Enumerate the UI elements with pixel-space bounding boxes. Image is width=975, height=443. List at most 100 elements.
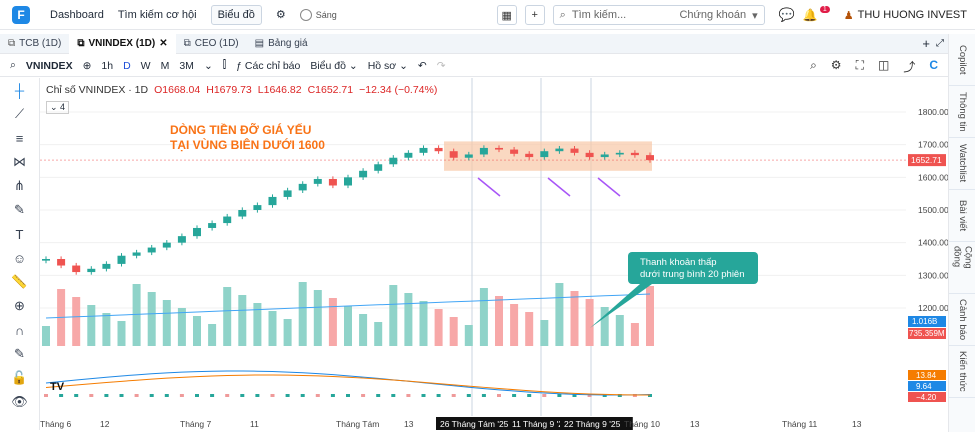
sidebar-tab-5[interactable]: Cảnh báo xyxy=(949,294,975,346)
text-icon[interactable]: T xyxy=(15,226,24,242)
tab-ceo[interactable]: ⧉ CEO (1D) xyxy=(176,34,247,54)
macd-tag-label: 13.84 xyxy=(916,371,937,380)
interval-d[interactable]: D xyxy=(123,59,131,72)
interval-3m[interactable]: 3M xyxy=(179,59,194,72)
theme-toggle[interactable]: Sáng xyxy=(299,8,337,21)
pattern-icon[interactable]: ⋈ xyxy=(13,154,26,169)
right-sidebar: Copilot Thông tin Watchlist Bài viết Cộng đồ… xyxy=(948,34,975,432)
indicator-count[interactable]: ⌄ 4 xyxy=(46,101,70,114)
settings-gear-icon[interactable]: ⚙ xyxy=(275,9,286,21)
nav-dashboard[interactable]: Dashboard xyxy=(50,8,104,21)
notification-bell-icon[interactable]: 🔔 xyxy=(802,8,818,22)
emoji-icon[interactable]: ☺ xyxy=(12,250,27,266)
eye-icon[interactable]: 👁 xyxy=(11,394,28,409)
close-icon[interactable]: ✕ xyxy=(159,38,168,49)
horizontal-lines-icon[interactable]: ≡ xyxy=(15,130,24,146)
symbol-selector[interactable]: VNINDEX xyxy=(25,59,73,72)
chart-type-button[interactable]: Biểu đồ ⌄ xyxy=(310,59,358,72)
sidebar-tab-6[interactable]: Kiến thức xyxy=(949,346,975,398)
macd-hist-bar xyxy=(391,394,396,397)
magnet-icon[interactable]: ∩ xyxy=(14,322,25,338)
volume-bar xyxy=(630,323,639,346)
chart-icon: ⧉ xyxy=(183,38,191,49)
sidebar-tab-1[interactable]: Thông tin xyxy=(949,86,975,138)
undo-icon[interactable]: ↶ xyxy=(417,59,427,72)
chart-icon: ⧉ xyxy=(77,38,85,49)
nav-opportunity-search[interactable]: Tìm kiếm cơ hội xyxy=(117,8,197,21)
search-input[interactable]: ⌕ Tìm kiếm... Chứng khoán ▾ xyxy=(552,5,765,25)
candle-body xyxy=(283,190,292,197)
candle-body xyxy=(570,148,579,153)
sidebar-tab-4[interactable]: Cộng đồng xyxy=(949,242,975,294)
add-compare-icon[interactable]: ⊕ xyxy=(82,59,92,72)
redo-icon[interactable]: ↷ xyxy=(436,59,446,72)
grid-layout-icon[interactable]: ▦ xyxy=(496,5,517,25)
price-axis-label: 1500.00 xyxy=(918,205,948,215)
ruler-icon[interactable]: 📏 xyxy=(11,274,28,289)
macd-hist-bar xyxy=(315,394,320,397)
tab-tcb[interactable]: ⧉ TCB (1D) xyxy=(0,34,69,54)
profile-label: Hồ sơ xyxy=(367,59,397,72)
volume-bar xyxy=(510,304,519,346)
app-logo[interactable]: F xyxy=(12,5,30,24)
volume-bar xyxy=(283,319,292,346)
price-axis-label: 1400.00 xyxy=(918,238,948,248)
interval-m[interactable]: M xyxy=(160,59,170,72)
sidebar-tab-2[interactable]: Watchlist xyxy=(949,138,975,190)
volume-ma-line xyxy=(45,293,651,319)
expand-icon[interactable]: ⤢ xyxy=(936,38,944,49)
x-axis-label: Tháng 10 xyxy=(624,419,660,429)
sidebar-tab-0[interactable]: Copilot xyxy=(949,34,975,86)
tab-vnindex[interactable]: ⧉ VNINDEX (1D) ✕ xyxy=(69,33,176,54)
interval-w[interactable]: W xyxy=(140,59,151,72)
lock-drawing-icon[interactable]: ✎ xyxy=(14,346,25,361)
brush-icon[interactable]: ✎ xyxy=(14,202,25,217)
search-category-select[interactable]: Chứng khoán xyxy=(679,9,747,21)
indicators-button[interactable]: ƒ Các chỉ báo xyxy=(236,60,300,72)
chart-area[interactable]: 1800.00 1700.00 1600.00 1500.00 1400.00 1300.… xyxy=(40,78,949,430)
candle-body xyxy=(404,152,413,158)
chevron-down-icon[interactable]: ⌄ xyxy=(203,59,213,72)
add-tab-icon[interactable]: + xyxy=(922,36,930,51)
zoom-search-icon[interactable]: ⌕ xyxy=(810,58,817,72)
crosshair-icon[interactable]: ┼ xyxy=(14,82,25,98)
add-icon[interactable]: + xyxy=(524,5,545,25)
chart-tab-bar: ⧉ TCB (1D) ⧉ VNINDEX (1D) ✕ ⧉ CEO (1D) ▤ Bảng… xyxy=(0,33,948,54)
volume-bar xyxy=(464,325,473,346)
brand-c-icon[interactable]: C xyxy=(929,58,938,72)
callout-text-2: dưới trung bình 20 phiên xyxy=(640,269,745,280)
interval-1h[interactable]: 1h xyxy=(101,59,114,72)
macd-hist-bar xyxy=(361,394,366,397)
notification-badge: 1 xyxy=(819,5,830,13)
nav-chart[interactable]: Biểu đồ xyxy=(210,4,262,25)
user-menu[interactable]: ♟ THU HUONG INVEST xyxy=(844,9,967,22)
candle-body xyxy=(147,247,156,253)
volume-bar xyxy=(102,313,111,346)
tab-label: VNINDEX (1D) xyxy=(88,38,156,49)
search-icon[interactable]: ⌕ xyxy=(10,59,16,71)
sidebar-tab-3[interactable]: Bài viết xyxy=(949,190,975,242)
profile-button[interactable]: Hồ sơ ⌄ xyxy=(367,59,408,72)
tab-price-board[interactable]: ▤ Bảng giá xyxy=(247,34,316,54)
candle-body xyxy=(328,178,337,186)
fib-icon[interactable]: ⋔ xyxy=(14,178,25,193)
trendline-icon[interactable]: ⟋ xyxy=(14,106,25,121)
candle-body xyxy=(208,223,217,228)
camera-icon[interactable]: ◫ xyxy=(877,58,890,72)
volume-bar xyxy=(449,317,458,346)
volume-bar xyxy=(147,292,156,346)
share-icon[interactable]: ⤴ xyxy=(903,60,916,74)
volume-bar xyxy=(404,293,413,346)
tab-label: TCB (1D) xyxy=(19,38,62,49)
settings-icon[interactable]: ⚙ xyxy=(830,58,842,72)
volume-bar xyxy=(177,308,186,346)
candle-body xyxy=(600,154,609,158)
candle-type-icon[interactable]: ⫿ xyxy=(222,59,227,71)
lock-icon[interactable]: 🔓 xyxy=(11,370,28,385)
candle-body xyxy=(540,151,549,158)
zoom-in-icon[interactable]: ⊕ xyxy=(14,298,25,313)
candle-body xyxy=(585,152,594,158)
fullscreen-icon[interactable]: ⛶ xyxy=(855,58,864,72)
chat-icon[interactable]: 💬 xyxy=(778,7,795,22)
macd-hist-bar xyxy=(119,394,124,397)
